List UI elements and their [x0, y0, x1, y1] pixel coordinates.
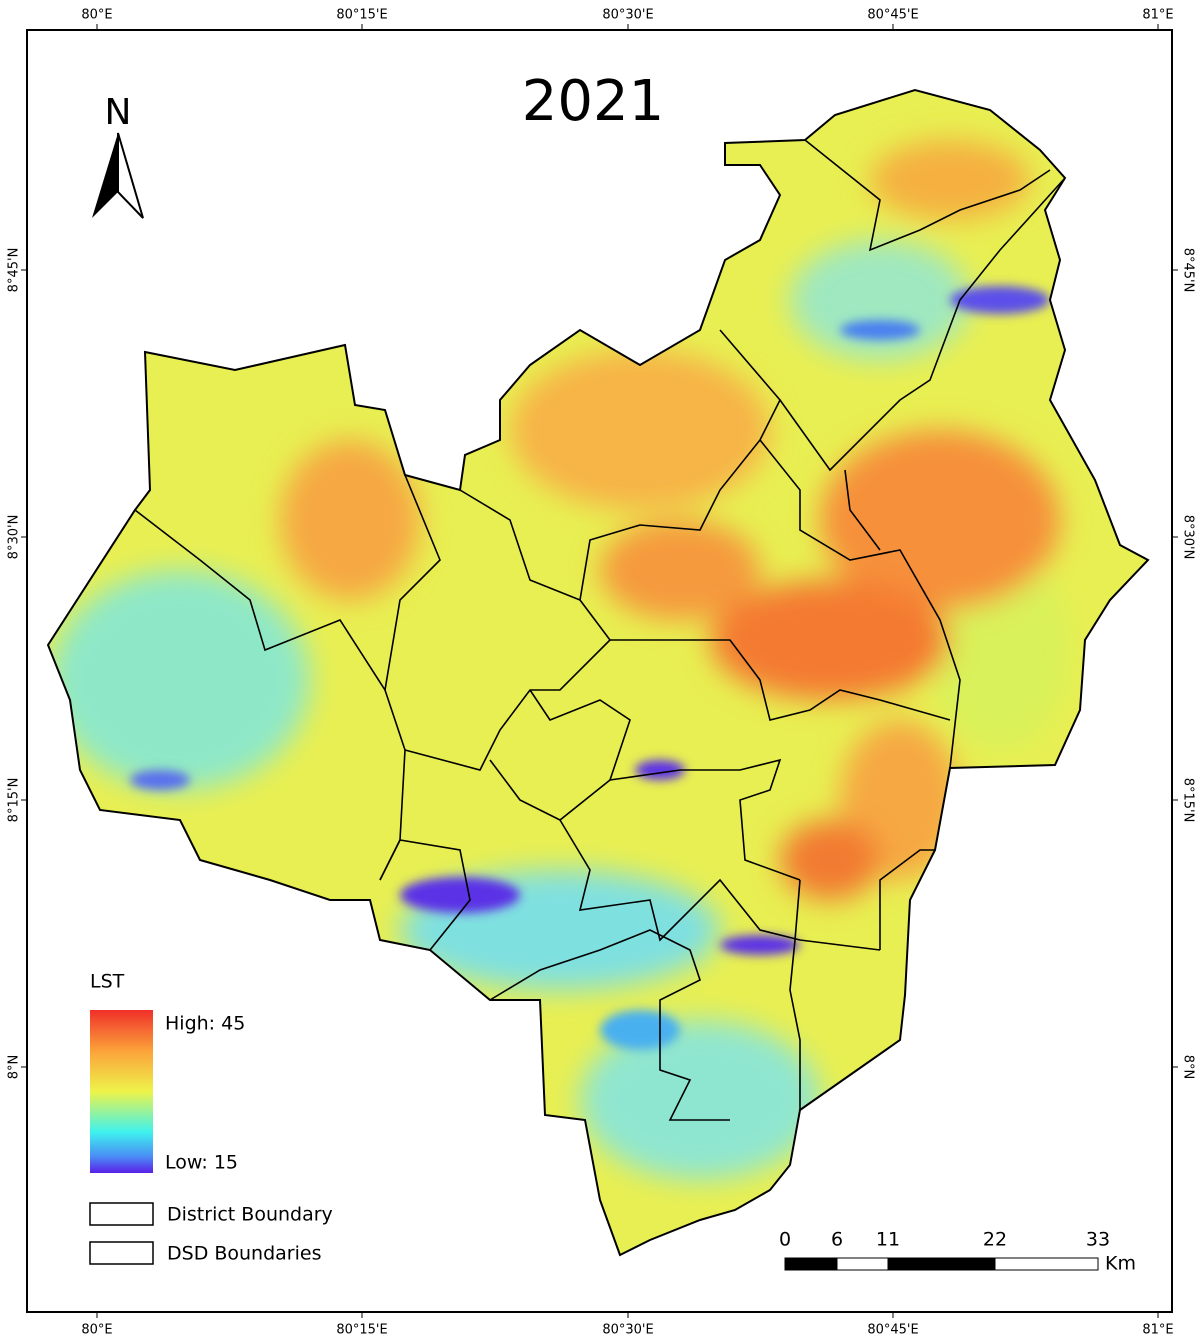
- longitude-label: 80°45'E: [867, 8, 918, 23]
- lst-raster: [48, 90, 1148, 1255]
- longitude-label: 80°30'E: [602, 8, 653, 23]
- scale-segment: [994, 1257, 1099, 1271]
- map-title: 2021: [522, 69, 665, 134]
- north-arrow: [117, 132, 144, 219]
- scale-label: 33: [1086, 1229, 1110, 1251]
- latitude-label: 8°15'N: [1181, 778, 1196, 823]
- legend-high: High: 45: [165, 1013, 245, 1035]
- scale-segment: [887, 1257, 996, 1271]
- scale-unit: Km: [1105, 1253, 1136, 1275]
- legend-item: District Boundary: [167, 1204, 333, 1226]
- longitude-label: 80°15'E: [336, 1323, 387, 1338]
- map-frame: [26, 29, 1173, 1313]
- north-label: N: [105, 92, 132, 133]
- legend-swatch: [89, 1241, 154, 1265]
- longitude-label: 80°E: [81, 1323, 112, 1338]
- latitude-label: 8°N: [1181, 1055, 1196, 1080]
- latitude-label: 8°45'N: [1181, 248, 1196, 293]
- longitude-label: 80°45'E: [867, 1323, 918, 1338]
- legend-swatch: [89, 1202, 154, 1226]
- district-boundary: [46, 88, 1150, 1257]
- latitude-label: 8°30'N: [7, 515, 22, 560]
- scale-segment: [784, 1257, 838, 1271]
- latitude-label: 8°N: [7, 1055, 22, 1080]
- scale-segment: [836, 1257, 889, 1271]
- legend-ramp: [90, 1010, 153, 1173]
- latitude-label: 8°45'N: [7, 248, 22, 293]
- north-arrow: [92, 133, 118, 218]
- dsd-boundaries: [134, 139, 1066, 1121]
- latitude-label: 8°30'N: [1181, 515, 1196, 560]
- legend-title: LST: [90, 971, 125, 993]
- longitude-label: 81°E: [1142, 1323, 1173, 1338]
- longitude-label: 80°E: [81, 8, 112, 23]
- scale-label: 0: [779, 1229, 791, 1251]
- scale-bar: Km 0 6 11 22 33: [779, 1229, 1136, 1275]
- longitude-label: 80°30'E: [602, 1323, 653, 1338]
- scale-label: 6: [831, 1229, 843, 1251]
- graticule: 80°E 80°E 80°15'E 80°15'E 80°30'E 80°30'E 80°4…: [7, 8, 1196, 1338]
- longitude-label: 81°E: [1142, 8, 1173, 23]
- scale-label: 22: [983, 1229, 1007, 1251]
- scale-label: 11: [876, 1229, 900, 1251]
- longitude-label: 80°15'E: [336, 8, 387, 23]
- legend-low: Low: 15: [165, 1152, 238, 1174]
- legend-item: DSD Boundaries: [167, 1243, 322, 1265]
- latitude-label: 8°15'N: [7, 778, 22, 823]
